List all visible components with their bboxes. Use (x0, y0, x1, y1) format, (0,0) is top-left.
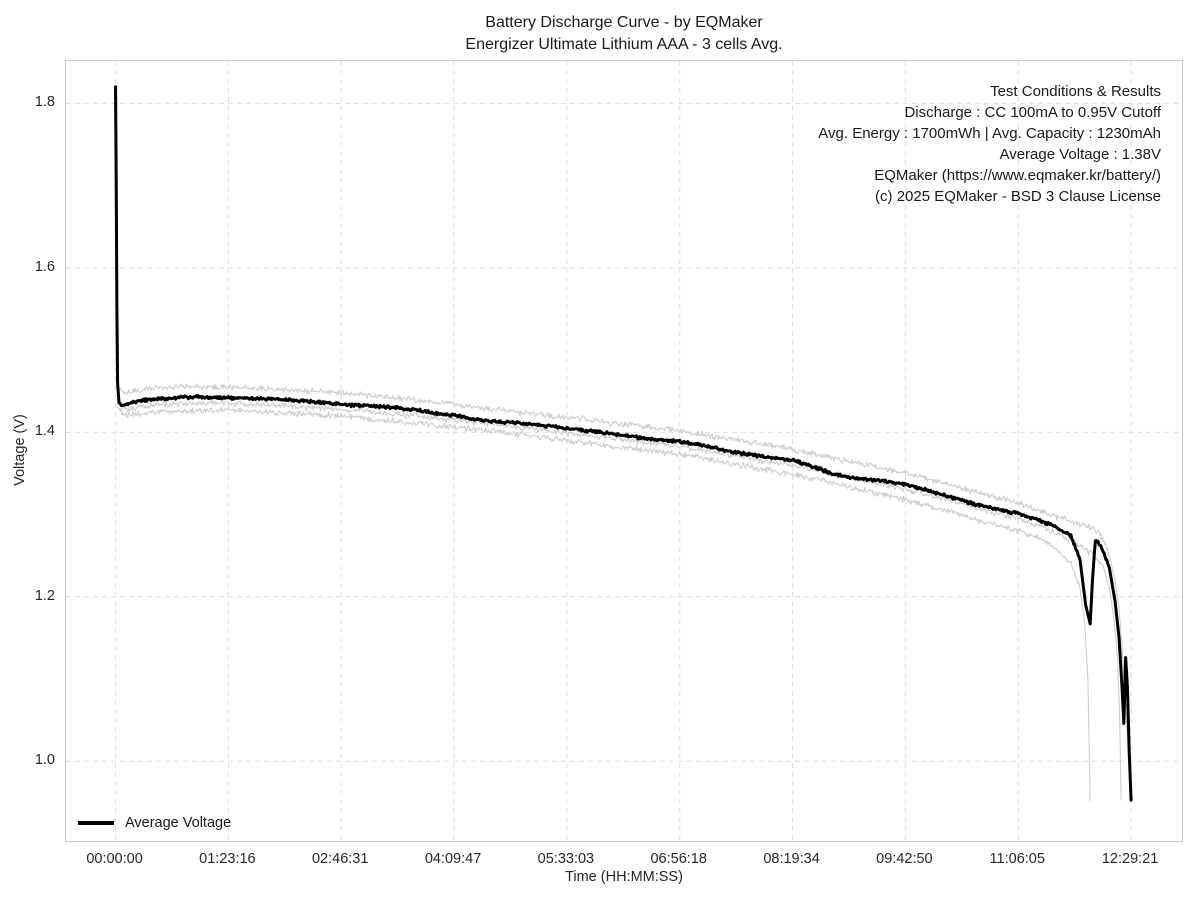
x-tick-label: 12:29:21 (1101, 851, 1159, 867)
y-tick-label: 1.8 (34, 94, 55, 111)
x-tick-label: 08:19:34 (763, 851, 820, 867)
x-tick-label: 00:00:00 (86, 851, 143, 867)
annotation-line: Average Voltage : 1.38V (999, 146, 1161, 163)
annotation-line: EQMaker (https://www.eqmaker.kr/battery/… (874, 167, 1161, 184)
x-tick-label: 06:56:18 (650, 851, 707, 867)
plot-area: Test Conditions & Results Discharge : CC… (65, 60, 1183, 842)
series-cell-high (115, 86, 1132, 803)
legend-line-swatch (78, 821, 114, 825)
annotation-line: Discharge : CC 100mA to 0.95V Cutoff (904, 104, 1161, 121)
x-axis-label: Time (HH:MM:SS) (565, 869, 683, 885)
series-average-voltage (114, 85, 1133, 802)
y-tick-label: 1.0 (34, 752, 55, 769)
x-tick-label: 02:46:31 (311, 851, 369, 867)
x-tick-label: 04:09:47 (424, 851, 482, 867)
title-block: Battery Discharge Curve - by EQMaker Ene… (65, 12, 1183, 56)
annotation-line: Avg. Energy : 1700mWh | Avg. Capacity : … (818, 125, 1161, 142)
x-tick-label: 09:42:50 (876, 851, 933, 867)
chart-subtitle: Energizer Ultimate Lithium AAA - 3 cells… (465, 36, 783, 53)
y-tick-label: 1.6 (34, 258, 55, 275)
test-conditions-annotation: Test Conditions & Results Discharge : CC… (818, 81, 1161, 207)
series-cell-mid (115, 102, 1122, 801)
series-cell-low (115, 111, 1091, 802)
y-tick-label: 1.2 (34, 587, 55, 604)
chart-canvas (66, 61, 1181, 840)
y-axis-label: Voltage (V) (12, 414, 28, 486)
y-tick-label: 1.4 (34, 423, 55, 440)
legend: Average Voltage (78, 815, 231, 831)
annotation-line: (c) 2025 EQMaker - BSD 3 Clause License (875, 188, 1161, 205)
x-tick-label: 11:06:05 (989, 851, 1045, 867)
x-tick-label: 01:23:16 (199, 851, 256, 867)
annotation-line: Test Conditions & Results (990, 83, 1161, 100)
chart-title: Battery Discharge Curve - by EQMaker (485, 14, 763, 31)
legend-label: Average Voltage (125, 815, 232, 831)
x-tick-label: 05:33:03 (537, 851, 595, 867)
